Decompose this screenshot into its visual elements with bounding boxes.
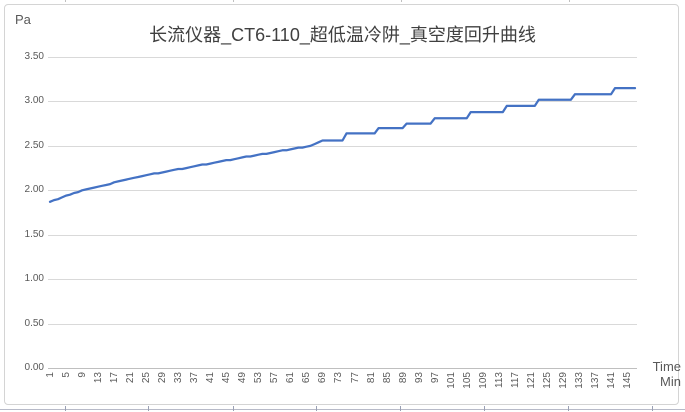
x-axis-title-line1: Time <box>652 359 681 374</box>
sheet-column-tick <box>484 406 485 411</box>
sheet-column-tick <box>316 406 317 411</box>
x-axis-line <box>48 368 637 369</box>
sheet-gridline-bottom <box>0 409 685 410</box>
y-tick-label: 2.50 <box>24 140 44 151</box>
sheet-column-tick <box>400 406 401 411</box>
sheet-column-tick <box>569 0 570 2</box>
gridline <box>48 279 637 280</box>
sheet-column-tick <box>65 0 66 2</box>
x-axis-title: Time Min <box>653 359 681 389</box>
chart-frame <box>4 4 679 405</box>
y-tick-label: 1.50 <box>24 229 44 240</box>
gridline <box>48 57 637 58</box>
y-tick-label: 0.00 <box>24 362 44 373</box>
sheet-column-tick <box>652 406 653 411</box>
gridline <box>48 190 637 191</box>
sheet-column-tick <box>65 406 66 411</box>
y-tick-label: 1.00 <box>24 273 44 284</box>
sheet-column-tick <box>401 0 402 2</box>
series-line <box>48 86 637 203</box>
sheet-column-tick <box>233 0 234 2</box>
gridline <box>48 235 637 236</box>
sheet-column-tick <box>568 406 569 411</box>
gridline <box>48 101 637 102</box>
gridline <box>48 146 637 147</box>
y-tick-label: 3.50 <box>24 51 44 62</box>
gridline <box>48 324 637 325</box>
sheet-column-tick <box>148 406 149 411</box>
y-tick-label: 2.00 <box>24 184 44 195</box>
y-tick-label: 3.00 <box>24 95 44 106</box>
chart-title: 长流仪器_CT6-110_超低温冷阱_真空度回升曲线 <box>149 25 536 45</box>
y-axis-title: Pa <box>15 12 31 27</box>
x-axis-title-line2: Min <box>660 374 681 389</box>
sheet-column-tick <box>233 406 234 411</box>
y-tick-label: 0.50 <box>24 318 44 329</box>
